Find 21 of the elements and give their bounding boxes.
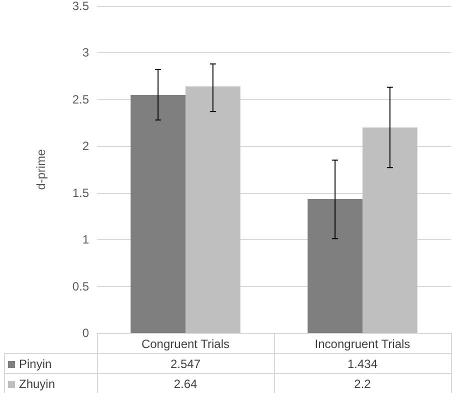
y-tick-label: 2 — [82, 139, 90, 154]
bar — [308, 199, 362, 333]
x-tick-label: Congruent Trials — [97, 334, 274, 354]
legend-label: Zhuyin — [4, 374, 97, 393]
data-label: 2.64 — [97, 374, 274, 393]
y-tick-label: 0 — [82, 326, 90, 340]
data-label: 2.547 — [97, 354, 274, 374]
y-tick-label: 3.5 — [72, 0, 90, 13]
legend-label: Pinyin — [4, 354, 97, 374]
y-tick-label: 1 — [82, 232, 90, 247]
y-axis-title: d-prime — [34, 148, 48, 190]
y-tick-label: 2.5 — [72, 92, 90, 106]
data-label: 1.434 — [274, 354, 451, 374]
y-tick-label: 3 — [82, 46, 90, 60]
bar — [186, 86, 240, 333]
bar — [130, 95, 186, 333]
bar — [362, 127, 418, 333]
y-tick-label: 1.5 — [72, 186, 90, 200]
x-tick-label: Incongruent Trials — [274, 334, 451, 354]
data-label: 2.2 — [274, 374, 451, 393]
y-tick-label: 0.5 — [72, 279, 90, 294]
